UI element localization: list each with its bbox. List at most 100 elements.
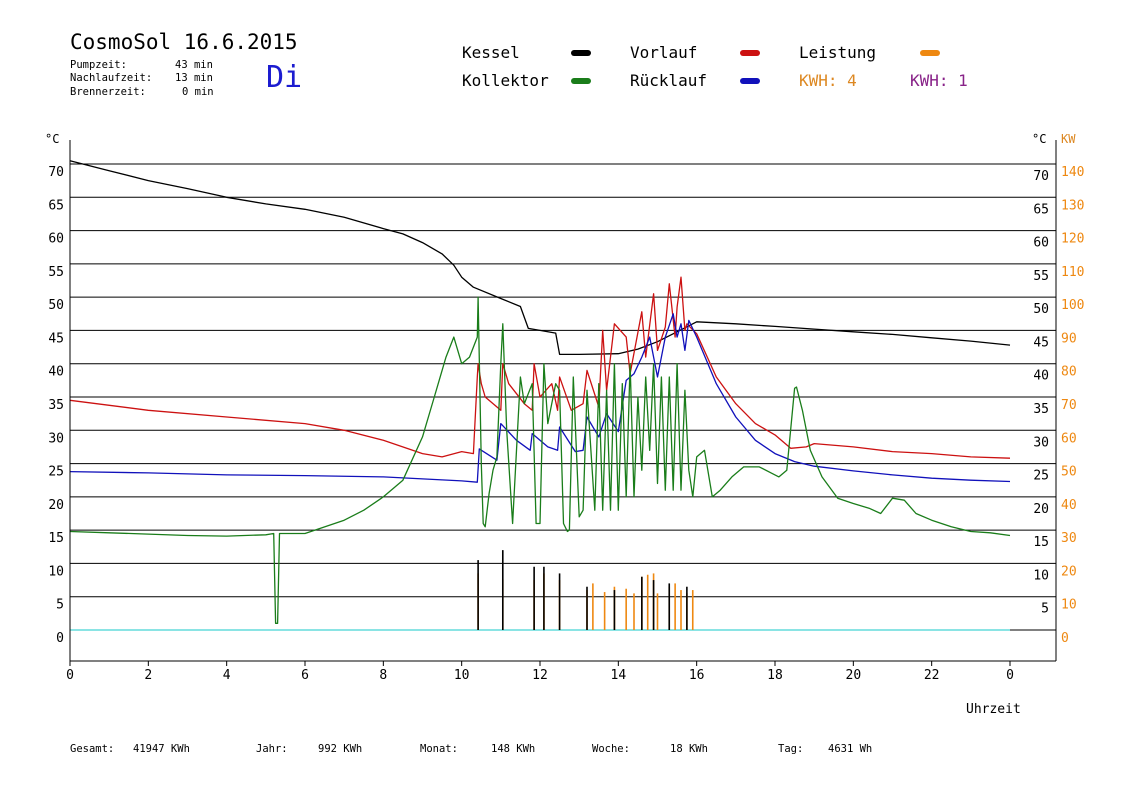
y-tick-left-5: 5 [56,598,64,613]
y-axis-right-unit-kw: KW [1061,132,1076,146]
y-tick-right-kw-100: 100 [1061,298,1084,313]
x-axis-label: Uhrzeit [966,702,1021,717]
y-tick-right-c-25: 25 [1033,469,1049,484]
x-tick-4: 8 [379,668,387,683]
legend-leistung: Leistung [799,43,877,62]
y-tick-right-c-40: 40 [1033,369,1049,384]
y-tick-left-0: 0 [56,631,64,646]
footer-monat-value: 148 KWh [491,743,536,755]
axes [69,140,1057,666]
y-tick-right-c-50: 50 [1033,302,1049,317]
weekday-label: Di [266,60,303,95]
y-tick-right-c-65: 65 [1033,202,1049,217]
y-tick-left-65: 65 [48,198,64,213]
chart-title: CosmoSol 16.6.2015 [70,30,298,54]
stat-nachlaufzeit-label: Nachlaufzeit: [70,72,153,84]
stat-brennerzeit-value: 0 min [182,86,214,98]
legend-kollektor-swatch [571,78,591,84]
y-tick-right-kw-60: 60 [1061,431,1077,446]
series-kessel-leistung-spikes [477,550,688,630]
legend-kwh-1: KWH: 4 [799,71,857,90]
footer-jahr-value: 992 KWh [318,743,363,755]
x-tick-7: 14 [611,668,627,683]
y-tick-left-30: 30 [48,431,64,446]
footer-jahr-label: Jahr: [256,743,288,755]
x-tick-0: 0 [66,668,74,683]
x-tick-3: 6 [301,668,309,683]
y-tick-left-40: 40 [48,365,64,380]
y-tick-right-kw-130: 130 [1061,198,1084,213]
series-ruecklauf-line [69,313,1011,483]
y-tick-right-kw-50: 50 [1061,465,1077,480]
series-kessel-line [69,160,1011,356]
footer-tag-value: 4631 Wh [828,743,873,755]
y-tick-right-kw-0: 0 [1061,631,1069,646]
legend-kessel-swatch [571,50,591,56]
stat-pumpzeit-label: Pumpzeit: [70,59,127,71]
y-tick-right-c-55: 55 [1033,269,1049,284]
stat-brennerzeit-label: Brennerzeit: [70,86,146,98]
x-tick-10: 20 [846,668,862,683]
y-tick-right-c-60: 60 [1033,236,1049,251]
y-tick-right-c-5: 5 [1041,602,1049,617]
legend-vorlauf: Vorlauf [630,43,698,62]
footer-woche-label: Woche: [592,743,630,755]
y-tick-left-55: 55 [48,265,64,280]
legend-leistung-swatch [920,50,940,56]
y-tick-right-c-35: 35 [1033,402,1049,417]
y-tick-right-c-70: 70 [1033,169,1049,184]
legend-kwh-2: KWH: 1 [910,71,968,90]
y-tick-left-35: 35 [48,398,64,413]
footer-gesamt-label: Gesamt: [70,743,115,755]
footer-gesamt-value: 41947 KWh [133,743,190,755]
x-tick-9: 18 [767,668,783,683]
series-kollektor-line [69,296,1011,624]
y-tick-right-kw-140: 140 [1061,165,1084,180]
y-tick-right-kw-20: 20 [1061,564,1077,579]
y-tick-right-c-15: 15 [1033,535,1049,550]
series-leistung-spikes [477,573,694,630]
y-tick-right-kw-110: 110 [1061,265,1084,280]
y-tick-right-c-45: 45 [1033,335,1049,350]
x-tick-6: 12 [532,668,548,683]
stat-pumpzeit-value: 43 min [175,59,213,71]
y-tick-left-50: 50 [48,298,64,313]
x-tick-1: 2 [144,668,152,683]
x-tick-12: 0 [1006,668,1014,683]
legend-kollektor: Kollektor [462,71,549,90]
y-tick-left-25: 25 [48,465,64,480]
gridlines [70,163,1056,631]
footer-woche-value: 18 KWh [670,743,708,755]
y-tick-right-c-10: 10 [1033,568,1049,583]
tick-labels: 0 2 4 6 8 10 12 14 16 18 20 22 005101520253035404550… [48,165,1084,683]
y-tick-right-kw-40: 40 [1061,498,1077,513]
y-tick-left-60: 60 [48,232,64,247]
stat-nachlaufzeit-value: 13 min [175,72,213,84]
y-tick-right-c-20: 20 [1033,502,1049,517]
y-tick-left-10: 10 [48,564,64,579]
x-tick-11: 22 [924,668,940,683]
footer-monat-label: Monat: [420,743,458,755]
x-tick-8: 16 [689,668,705,683]
y-tick-right-c-30: 30 [1033,435,1049,450]
y-tick-right-kw-90: 90 [1061,331,1077,346]
series-lines [69,160,1011,630]
y-tick-left-45: 45 [48,331,64,346]
y-tick-right-kw-10: 10 [1061,598,1077,613]
legend-ruecklauf-swatch [740,78,760,84]
series-vorlauf-line [69,276,1011,459]
y-tick-left-15: 15 [48,531,64,546]
y-tick-right-kw-30: 30 [1061,531,1077,546]
y-tick-right-kw-80: 80 [1061,365,1077,380]
y-axis-right-unit-c: °C [1032,132,1047,146]
y-tick-right-kw-70: 70 [1061,398,1077,413]
y-tick-left-70: 70 [48,165,64,180]
y-tick-left-20: 20 [48,498,64,513]
footer-tag-label: Tag: [778,743,804,755]
legend-kessel: Kessel [462,43,520,62]
x-tick-5: 10 [454,668,470,683]
y-tick-right-kw-120: 120 [1061,232,1084,247]
legend-ruecklauf: Rücklauf [630,71,708,90]
legend-vorlauf-swatch [740,50,760,56]
